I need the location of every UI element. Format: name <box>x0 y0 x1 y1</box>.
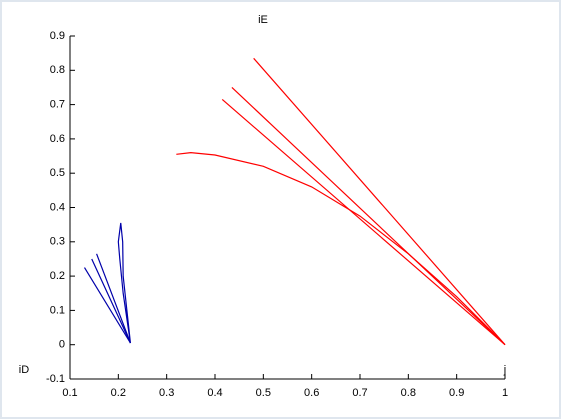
series-line <box>221 99 506 346</box>
x-tick-label: 0.3 <box>159 387 174 399</box>
x-tick-label: 1 <box>502 387 508 399</box>
y-tick-label: 0.9 <box>50 30 65 42</box>
series-line <box>91 258 131 344</box>
y-tick-label: 0.1 <box>50 304 65 316</box>
x-tick-label: 0.6 <box>304 387 319 399</box>
series-line <box>253 57 506 346</box>
y-tick-label: 0.2 <box>50 270 65 282</box>
y-tick-label: 0.5 <box>50 167 65 179</box>
y-tick-label: 0.8 <box>50 64 65 76</box>
y-axis-label: iD <box>19 364 29 376</box>
series-line <box>96 253 131 344</box>
x-tick-label: 0.5 <box>256 387 271 399</box>
x-tick-label: 0.4 <box>207 387 222 399</box>
y-tick-label: 0.7 <box>50 99 65 111</box>
y-tick-label: 0 <box>59 339 65 351</box>
series-line <box>231 87 506 346</box>
x-tick-label: 0.8 <box>401 387 416 399</box>
x-tick-label: 0.9 <box>449 387 464 399</box>
y-tick-label: 0.3 <box>50 236 65 248</box>
series-line <box>117 222 132 344</box>
series-line <box>83 267 131 344</box>
x-tick-label: 0.7 <box>352 387 367 399</box>
x-tick-label: 0.1 <box>62 387 77 399</box>
y-tick-label: 0.6 <box>50 133 65 145</box>
chart-title: iE <box>258 14 268 26</box>
series-line <box>176 152 506 346</box>
y-tick-label: 0.4 <box>50 201 65 213</box>
x-tick-label: 0.2 <box>111 387 126 399</box>
x-axis-label: j <box>503 364 506 376</box>
y-tick-label: -0.1 <box>46 373 65 385</box>
